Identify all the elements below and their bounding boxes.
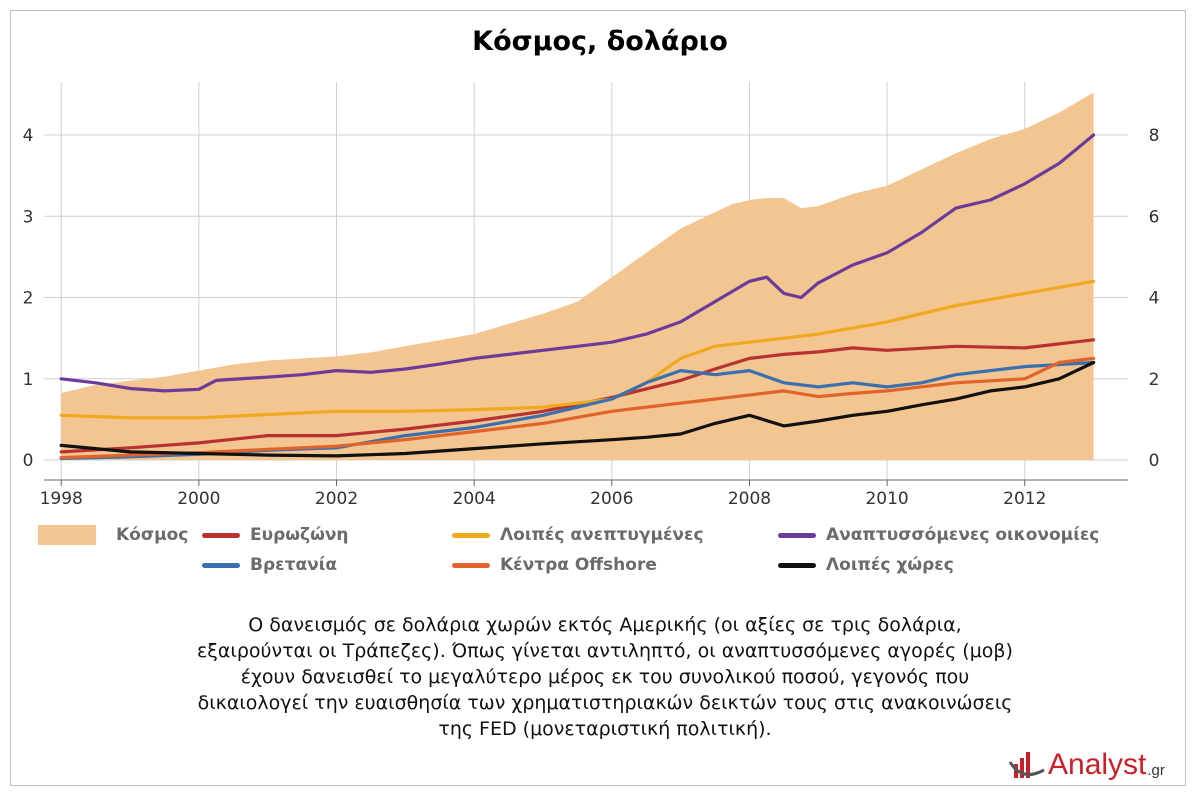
- legend-label: Λοιπές ανεπτυγμένες: [500, 525, 704, 545]
- x-tick-label: 2010: [865, 489, 908, 509]
- y-right-tick-label: 6: [1149, 207, 1160, 227]
- series-line-5: [59, 356, 1096, 460]
- legend-item: Λοιπές ανεπτυγμένες: [452, 522, 704, 548]
- x-tick-label: 2012: [1003, 489, 1046, 509]
- caption-line: της FED (μονεταριστική πολιτική).: [438, 718, 772, 740]
- caption-line: έχουν δανεισθεί το μεγαλύτερο μέρος εκ τ…: [240, 666, 970, 688]
- chart-caption: Ο δανεισμός σε δολάρια χωρών εκτός Αμερι…: [60, 612, 1150, 742]
- x-tick-label: 1998: [40, 489, 83, 509]
- y-right-tick-label: 4: [1149, 289, 1160, 309]
- y-right-tick-label: 8: [1149, 126, 1160, 146]
- x-tick-label: 2000: [177, 489, 220, 509]
- legend-label: Κόσμος: [116, 525, 189, 545]
- legend-label: Κέντρα Offshore: [500, 555, 657, 575]
- legend-item: Αναπτυσσόμενες οικονομίες: [778, 522, 1099, 548]
- legend-swatch: [452, 532, 490, 538]
- legend-item: Λοιπές χώρες: [778, 552, 954, 578]
- legend-swatch: [778, 532, 816, 538]
- x-tick-label: 2008: [728, 489, 771, 509]
- chart-title: Κόσμος, δολάριο: [472, 26, 728, 57]
- legend-swatch: [38, 525, 96, 545]
- caption-line: δικαιολογεί την ευαισθησία των χρηματιστ…: [197, 692, 1013, 714]
- legend-label: Βρετανία: [250, 555, 338, 575]
- legend-item: Ευρωζώνη: [202, 522, 349, 548]
- series-line-6: [59, 360, 1096, 458]
- legend-swatch: [202, 562, 240, 568]
- series-line-1: [59, 338, 1096, 454]
- y-left-tick-label: 3: [23, 207, 34, 227]
- series-line-3: [59, 133, 1096, 393]
- legend-label: Αναπτυσσόμενες οικονομίες: [826, 525, 1100, 545]
- legend-swatch: [452, 562, 490, 568]
- legend-label: Λοιπές χώρες: [826, 555, 954, 575]
- x-tick-label: 2002: [315, 489, 358, 509]
- logo-suffix: .gr: [1147, 762, 1165, 779]
- y-right-tick-label: 2: [1149, 370, 1160, 390]
- x-tick-label: 2006: [590, 489, 633, 509]
- caption-line: εξαιρούνται οι Τράπεζες). Όπως γίνεται α…: [197, 640, 1013, 662]
- area-kosmos: [61, 92, 1094, 460]
- legend-swatch: [778, 562, 816, 568]
- legend-label: Ευρωζώνη: [250, 525, 349, 545]
- y-right-tick-label: 0: [1149, 451, 1160, 471]
- logo-bars-icon: [1008, 752, 1045, 778]
- y-left-tick-label: 4: [23, 126, 34, 146]
- caption-line: Ο δανεισμός σε δολάρια χωρών εκτός Αμερι…: [248, 614, 962, 636]
- legend-swatch: [202, 532, 240, 538]
- legend-item: Βρετανία: [202, 552, 337, 578]
- y-left-tick-label: 0: [23, 451, 34, 471]
- logo-text: Analyst: [1048, 748, 1147, 781]
- y-left-tick-label: 1: [23, 370, 34, 390]
- y-left-tick-label: 2: [23, 289, 34, 309]
- legend-item: Κέντρα Offshore: [452, 552, 657, 578]
- analyst-logo: Analyst .gr: [1008, 746, 1165, 780]
- x-tick-label: 2004: [453, 489, 496, 509]
- legend-item: Κόσμος: [38, 522, 188, 548]
